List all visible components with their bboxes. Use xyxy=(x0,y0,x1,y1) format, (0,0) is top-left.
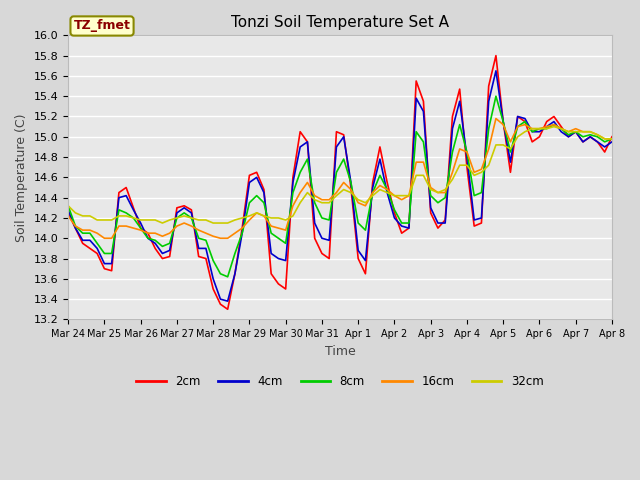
16cm xyxy=(420,159,428,165)
16cm xyxy=(100,235,108,241)
2cm xyxy=(434,225,442,231)
8cm xyxy=(355,220,362,226)
32cm xyxy=(159,220,166,226)
4cm xyxy=(64,207,72,213)
4cm xyxy=(514,114,522,120)
2cm xyxy=(514,114,522,120)
32cm xyxy=(260,213,268,219)
2cm xyxy=(64,210,72,216)
16cm xyxy=(64,213,72,219)
16cm xyxy=(514,124,522,130)
16cm xyxy=(608,136,616,142)
Line: 4cm: 4cm xyxy=(68,71,612,301)
8cm xyxy=(608,136,616,142)
32cm xyxy=(608,136,616,142)
Line: 32cm: 32cm xyxy=(68,127,612,223)
2cm xyxy=(224,306,232,312)
8cm xyxy=(260,200,268,205)
32cm xyxy=(64,203,72,209)
8cm xyxy=(492,93,500,99)
16cm xyxy=(355,200,362,205)
X-axis label: Time: Time xyxy=(324,345,355,358)
32cm xyxy=(355,197,362,203)
8cm xyxy=(224,274,232,280)
8cm xyxy=(434,200,442,205)
32cm xyxy=(115,213,123,219)
32cm xyxy=(434,190,442,195)
32cm xyxy=(550,124,558,130)
8cm xyxy=(64,203,72,209)
2cm xyxy=(492,53,500,59)
Line: 16cm: 16cm xyxy=(68,119,612,238)
4cm xyxy=(260,190,268,195)
Line: 2cm: 2cm xyxy=(68,56,612,309)
Y-axis label: Soil Temperature (C): Soil Temperature (C) xyxy=(15,113,28,241)
32cm xyxy=(507,146,515,152)
Text: TZ_fmet: TZ_fmet xyxy=(74,20,131,33)
4cm xyxy=(355,248,362,253)
16cm xyxy=(122,223,130,229)
8cm xyxy=(420,139,428,145)
8cm xyxy=(115,207,123,213)
Legend: 2cm, 4cm, 8cm, 16cm, 32cm: 2cm, 4cm, 8cm, 16cm, 32cm xyxy=(132,371,548,393)
16cm xyxy=(260,213,268,219)
4cm xyxy=(224,298,232,304)
Line: 8cm: 8cm xyxy=(68,96,612,277)
4cm xyxy=(115,195,123,201)
4cm xyxy=(608,139,616,145)
32cm xyxy=(420,172,428,178)
4cm xyxy=(420,108,428,114)
4cm xyxy=(492,68,500,74)
2cm xyxy=(608,134,616,140)
2cm xyxy=(420,98,428,104)
16cm xyxy=(492,116,500,121)
Title: Tonzi Soil Temperature Set A: Tonzi Soil Temperature Set A xyxy=(231,15,449,30)
8cm xyxy=(514,124,522,130)
2cm xyxy=(260,187,268,192)
2cm xyxy=(355,256,362,262)
2cm xyxy=(115,190,123,195)
16cm xyxy=(434,190,442,195)
4cm xyxy=(434,220,442,226)
